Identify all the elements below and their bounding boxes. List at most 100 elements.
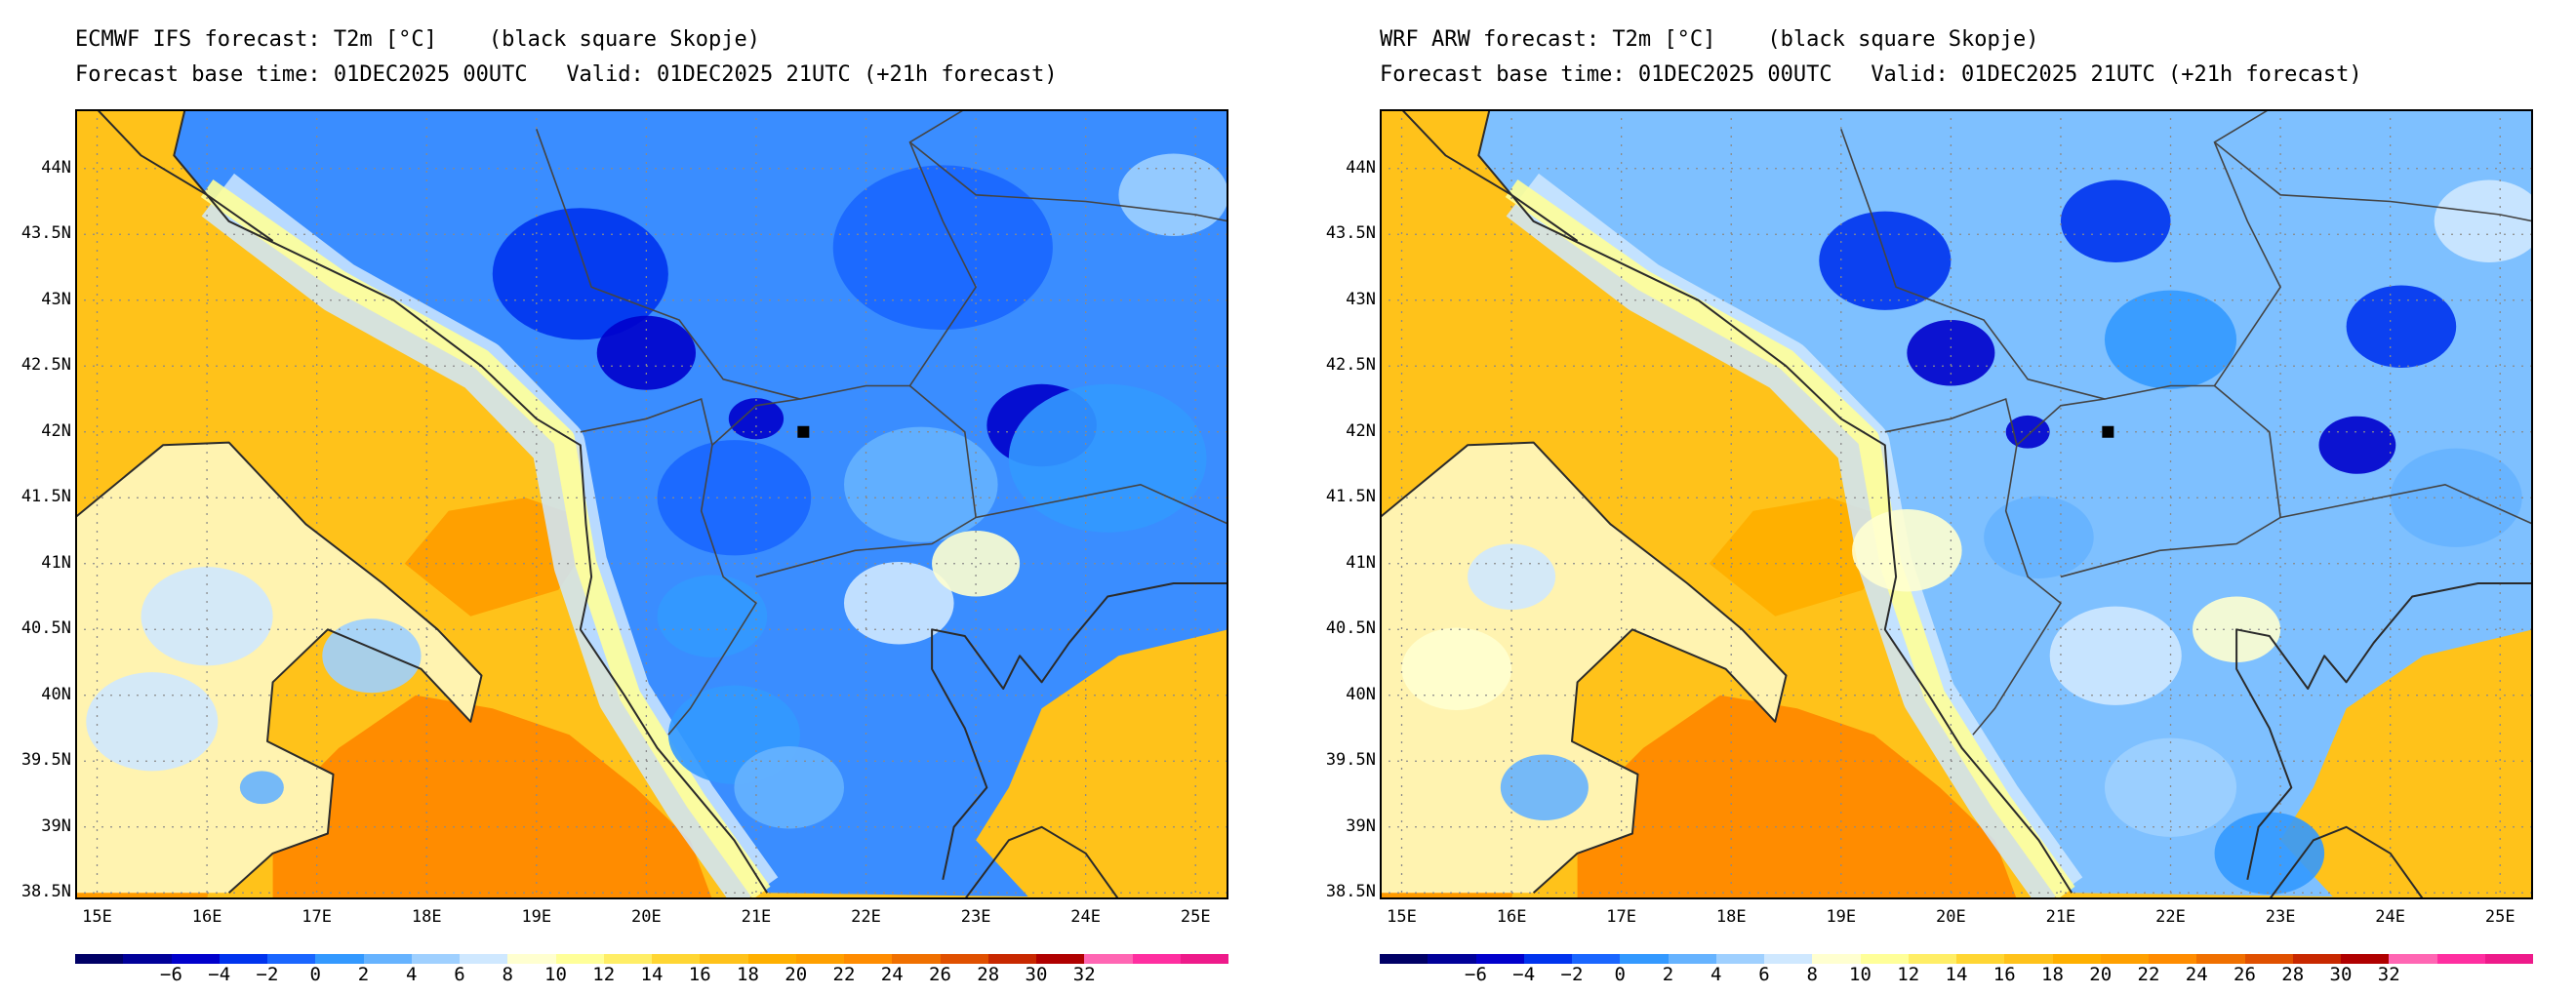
colorbar-swatch [123,954,172,964]
colorbar-swatch [315,954,364,964]
lat-tick-label: 43N [1346,289,1376,309]
lon-tick-label: 21E [741,907,772,927]
colorbar-swatch [460,954,508,964]
lat-tick-label: 42N [41,420,71,441]
lon-tick-label: 17E [1606,907,1637,927]
colorbar-swatch [171,954,220,964]
colorbar-swatch [844,954,893,964]
colorbar-label: 2 [357,964,370,985]
lat-tick-label: 40.5N [1325,618,1376,639]
colorbar-label: 14 [640,964,664,985]
temperature-cell [1401,627,1512,710]
lon-tick-label: 18E [1715,907,1747,927]
colorbar-label: 0 [309,964,321,985]
colorbar-label: −2 [256,964,279,985]
colorbar-label: 0 [1614,964,1626,985]
temperature-cell [2104,737,2237,837]
colorbar-swatch [1956,954,2005,964]
colorbar-swatch [75,954,124,964]
country-border [908,384,977,518]
colorbar-swatch [1860,954,1909,964]
colorbar-swatch [363,954,412,964]
colorbar-swatch [892,954,941,964]
coastline-balkans [173,109,769,894]
colorbar-label: −2 [1560,964,1584,985]
lon-tick-label: 21E [2045,907,2076,927]
temperature-cell [1468,543,1556,611]
colorbar-swatch [1523,954,1572,964]
colorbar-swatch [2196,954,2245,964]
lat-tick-label: 39N [41,816,71,836]
colorbar-label: 10 [544,964,567,985]
colorbar-label: 6 [1758,964,1770,985]
lat-tick-label: 38.5N [1325,882,1376,902]
temperature-cell [2434,179,2533,262]
colorbar-label: 28 [2281,964,2305,985]
colorbar-label: 6 [454,964,465,985]
temperature-cell [1008,383,1207,533]
map-canvas-wrf [1380,109,2533,899]
temperature-map-wrf [1380,109,2533,899]
lat-tick-label: 40N [1346,684,1376,704]
colorbar-label: 20 [2089,964,2113,985]
country-border [1884,397,2062,736]
lon-tick-label: 15E [82,907,112,927]
colorbar-label: 20 [785,964,808,985]
lat-tick-label: 39N [1346,816,1376,836]
lat-tick-label: 38.5N [20,882,71,902]
lon-tick-label: 20E [631,907,662,927]
coastal-band [200,179,771,899]
lat-tick-label: 43.5N [20,223,71,244]
coastline-italy [75,441,483,895]
colorbar-label: 8 [1806,964,1818,985]
lon-tick-label: 18E [411,907,442,927]
colorbar [75,954,1228,964]
colorbar-swatch [652,954,701,964]
lon-tick-label: 19E [521,907,552,927]
colorbar-swatch [2100,954,2149,964]
temperature-cell [2005,415,2050,449]
coastline-balkans [1477,109,2073,894]
colorbar-label: 18 [2041,964,2064,985]
country-border [1840,109,2282,400]
colorbar [1380,954,2533,964]
colorbar-swatch [267,954,316,964]
colorbar-swatch [700,954,748,964]
land-field [2280,629,2533,899]
coastline-islands [1400,109,1579,242]
colorbar-swatch [747,954,796,964]
colorbar-swatch [219,954,267,964]
temperature-cell [844,426,998,542]
colorbar-label: 16 [688,964,711,985]
colorbar-swatch [555,954,604,964]
temperature-cell [657,575,768,657]
colorbar-swatch [1428,954,1476,964]
colorbar-swatch [2004,954,2053,964]
lat-tick-label: 44N [1346,157,1376,178]
temperature-map-ifs [75,109,1228,899]
colorbar-swatch [987,954,1036,964]
lon-tick-label: 25E [2484,907,2516,927]
temperature-cell [844,562,954,645]
skopje-marker [2102,425,2114,438]
colorbar-swatch [1908,954,1956,964]
colorbar-label: 24 [880,964,904,985]
colorbar-swatch [411,954,460,964]
coastline-italy [1380,441,1788,895]
lat-tick-label: 39.5N [20,750,71,771]
colorbar-label: 4 [1711,964,1722,985]
temperature-cell [239,771,284,805]
country-border [580,397,757,736]
lon-tick-label: 15E [1387,907,1417,927]
colorbar-swatch [1572,954,1621,964]
map-frame [75,109,1228,899]
lon-tick-label: 23E [2265,907,2296,927]
colorbar-swatch [1380,954,1429,964]
temperature-cell [2104,290,2237,389]
lon-tick-label: 24E [2375,907,2406,927]
colorbar-label: 32 [2377,964,2400,985]
temperature-cell [1852,509,1962,592]
colorbar-swatch [1180,954,1228,964]
colorbar-swatch [2484,954,2533,964]
temperature-cell [1907,319,1995,386]
